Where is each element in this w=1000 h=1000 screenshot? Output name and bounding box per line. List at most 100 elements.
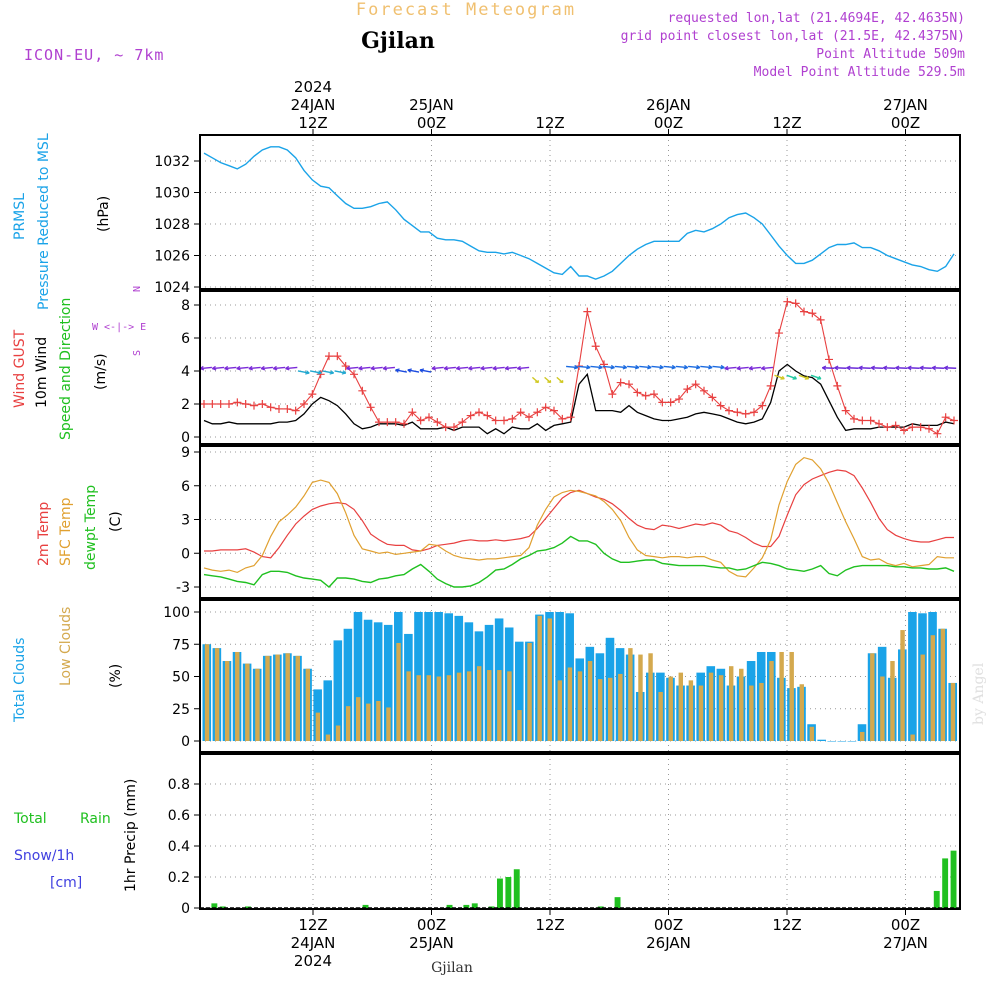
gust-marker xyxy=(650,390,658,399)
low-clouds-bar xyxy=(749,685,754,741)
requested-coords: requested lon,lat (21.4694E, 42.4635N) xyxy=(668,11,965,26)
gust-marker xyxy=(841,406,850,415)
total-clouds-bar xyxy=(514,641,524,741)
gust-marker xyxy=(508,414,517,423)
gust-marker xyxy=(466,411,475,420)
wind-direction-arrow xyxy=(444,366,456,370)
precip-bar xyxy=(211,903,218,908)
temp-unit: (C) xyxy=(108,511,124,532)
wind-direction-arrow xyxy=(895,367,908,369)
precip-bar xyxy=(245,906,251,908)
wind-direction-arrowhead xyxy=(419,368,425,373)
wind-direction-arrow xyxy=(761,366,774,370)
wind-direction-arrowhead xyxy=(431,365,436,371)
wind-direction-arrowhead xyxy=(671,364,676,370)
model-label: ICON-EU, ~ 7km xyxy=(24,46,164,64)
top-axis-label: 24JAN xyxy=(291,96,336,114)
gust-marker xyxy=(591,342,600,351)
gust-marker xyxy=(533,408,542,417)
wind-direction-arrow xyxy=(883,367,896,369)
low-clouds-bar xyxy=(466,671,472,741)
data-layer xyxy=(199,146,960,909)
low-clouds-bar xyxy=(275,654,280,741)
total-clouds-bar xyxy=(827,741,837,742)
wind-unit: (m/s) xyxy=(93,353,109,390)
wind-direction-arrowhead xyxy=(236,365,241,371)
prmsl-label: PRMSL xyxy=(12,193,28,240)
bottom-axis-label: 24JAN xyxy=(291,934,336,952)
gust-marker xyxy=(941,413,950,422)
low-clouds-bar xyxy=(789,651,794,741)
wind-direction-arrowhead xyxy=(919,365,924,371)
wind-direction-arrowhead xyxy=(346,365,351,371)
low-clouds-bar xyxy=(870,653,875,741)
wind-direction-arrowhead xyxy=(504,365,510,371)
gust-marker xyxy=(900,426,908,435)
wind-direction-arrowhead xyxy=(792,375,797,380)
gust-marker xyxy=(691,380,700,389)
wind-direction-arrowhead xyxy=(573,364,579,370)
gust-marker xyxy=(358,386,367,395)
wind-direction-arrowhead xyxy=(931,365,937,371)
temp-dewpt-label: dewpt Temp xyxy=(83,485,99,570)
gust-marker xyxy=(216,400,225,408)
precip-bar xyxy=(488,906,495,908)
gust-marker xyxy=(483,411,492,420)
low-clouds-bar xyxy=(658,691,663,741)
low-clouds-bar xyxy=(930,635,936,741)
wind-direction-arrow xyxy=(261,366,273,370)
bottom-axis-label: 2024 xyxy=(294,952,332,970)
wind-direction-arrowhead xyxy=(695,364,701,370)
total-clouds-bar xyxy=(323,680,333,741)
wind-direction-arrowhead xyxy=(622,364,628,370)
wind-direction-arrowhead xyxy=(468,365,473,371)
wind-direction-arrow xyxy=(285,366,298,370)
gust-marker xyxy=(541,403,550,412)
top-axis-label: 27JAN xyxy=(883,96,928,114)
y-tick-label: 0 xyxy=(181,430,190,446)
pressure-unit: (hPa) xyxy=(96,196,112,232)
wind-direction-arrowhead xyxy=(260,365,266,371)
wind-direction-arrow xyxy=(358,366,371,370)
low-clouds-bar xyxy=(678,672,684,741)
low-clouds-bar xyxy=(456,672,462,741)
wind-direction-arrow xyxy=(798,374,809,380)
wind-direction-arrowhead xyxy=(480,365,485,371)
precip-bar xyxy=(597,906,604,908)
gust-marker xyxy=(391,418,400,427)
gust-marker xyxy=(700,386,708,395)
wind-direction-arrowhead xyxy=(455,365,461,371)
wind-direction-arrow xyxy=(322,370,334,374)
gust-marker xyxy=(525,413,533,422)
y-tick-label: 75 xyxy=(172,637,190,653)
wind-direction-arrow xyxy=(310,370,322,374)
panel-frame xyxy=(199,290,961,445)
wind-direction-arrowhead xyxy=(870,365,876,371)
low-clouds-bar xyxy=(688,680,694,741)
gust-marker xyxy=(291,406,300,415)
gust-marker xyxy=(416,416,425,425)
low-clouds-bar xyxy=(224,661,230,741)
compass-west-east: W <-|-> E xyxy=(92,322,146,333)
wind-10m-line xyxy=(203,363,955,435)
wind-direction-arrowhead xyxy=(317,370,322,375)
low-clouds-bar xyxy=(406,671,411,741)
wind-10m-label: 10m Wind xyxy=(34,337,50,408)
wind-direction-arrow xyxy=(749,366,761,370)
gust-marker xyxy=(683,385,692,394)
low-clouds-bar xyxy=(890,661,895,741)
precip-bar xyxy=(362,904,369,908)
low-clouds-bar xyxy=(648,653,653,741)
precip-bar xyxy=(446,904,453,908)
gust-marker xyxy=(550,406,558,415)
gust-marker xyxy=(716,401,725,410)
wind-direction-arrow xyxy=(480,366,493,370)
bottom-axis-label: 12Z xyxy=(535,916,564,934)
wind-direction-arrowhead xyxy=(647,364,652,370)
y-tick-label: 1030 xyxy=(154,186,190,202)
y-tick-label: 1026 xyxy=(154,249,190,265)
wind-direction-arrowhead xyxy=(895,365,900,371)
gust-marker xyxy=(241,400,250,408)
low-clouds-bar xyxy=(507,671,512,741)
